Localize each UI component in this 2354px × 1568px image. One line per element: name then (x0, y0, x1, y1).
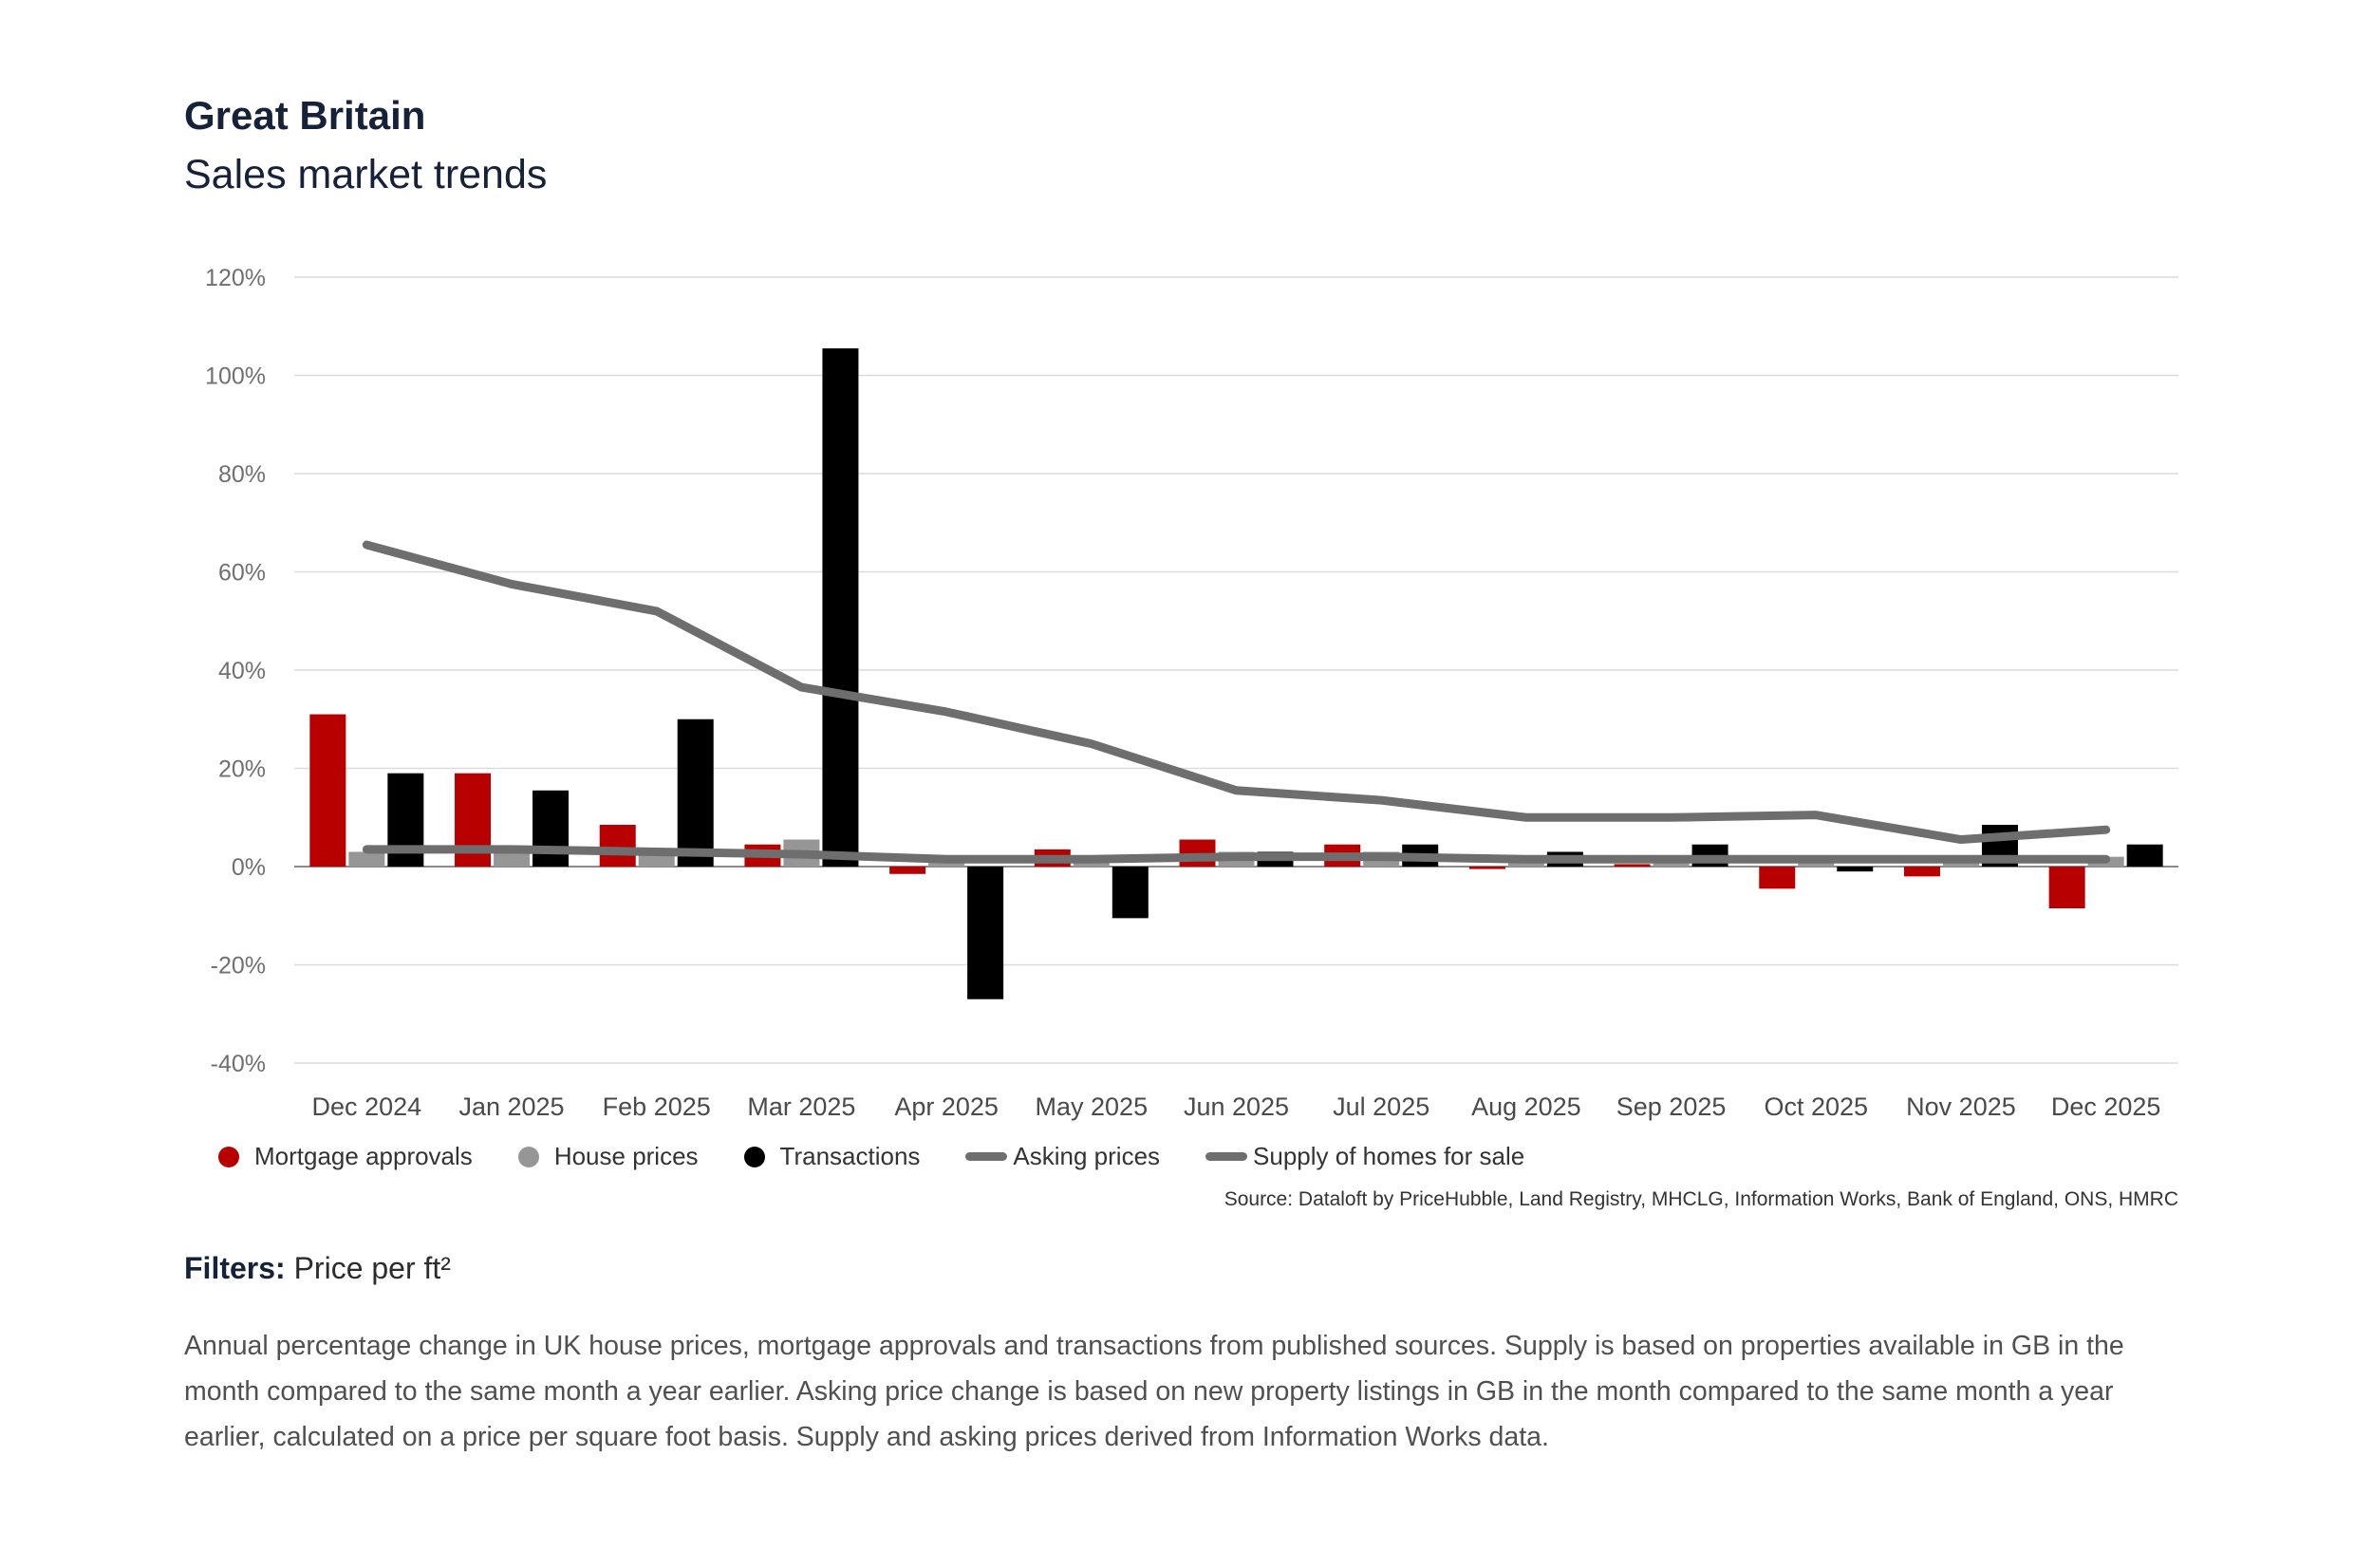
label-layer: 120% 100% 80% 60% 40% 20% 0% -20% -40% Dec 2024 Ja… (205, 265, 2160, 1121)
bar-transactions (2126, 844, 2163, 867)
x-tick-label: Nov 2025 (1906, 1092, 2016, 1121)
legend-swatch-asking-prices (965, 1152, 1008, 1161)
legend-item-supply-of-homes[interactable]: Supply of homes for sale (1205, 1142, 1524, 1171)
y-tick-label: 80% (218, 461, 266, 488)
x-tick-label: Jul 2025 (1333, 1092, 1429, 1121)
y-tick-label: 0% (232, 854, 266, 881)
bar-mortgage-approvals (1903, 867, 1940, 877)
x-tick-label: Feb 2025 (603, 1092, 711, 1121)
legend-label-transactions: Transactions (779, 1142, 921, 1170)
bar-transactions (967, 867, 1004, 999)
legend-swatch-transactions (743, 1146, 765, 1167)
y-tick-label: 100% (205, 364, 266, 390)
x-tick-label: Oct 2025 (1764, 1092, 1868, 1121)
bar-transactions (677, 719, 714, 867)
sales-trends-chart: 120% 100% 80% 60% 40% 20% 0% -20% -40% Dec 2024 Ja… (205, 265, 2178, 1121)
bar-mortgage-approvals (889, 867, 926, 874)
bar-mortgage-approvals (1614, 864, 1651, 867)
bar-transactions (1837, 867, 1874, 872)
y-tick-label: 120% (205, 265, 266, 291)
bar-transactions (532, 790, 570, 867)
line-asking-prices (362, 540, 2111, 845)
x-tick-label: May 2025 (1036, 1092, 1149, 1121)
bar-mortgage-approvals (1468, 867, 1505, 869)
legend-label-mortgage-approvals: Mortgage approvals (254, 1142, 473, 1170)
chart-source: Source: Dataloft by PriceHubble, Land Re… (1224, 1188, 2178, 1210)
legend-item-asking-prices[interactable]: Asking prices (965, 1142, 1160, 1171)
x-tick-label: Sep 2025 (1616, 1092, 1727, 1121)
legend-item-transactions[interactable]: Transactions (743, 1142, 921, 1171)
line-layer (362, 540, 2111, 864)
x-tick-label: Mar 2025 (747, 1092, 855, 1121)
filters-label: Filters: (184, 1251, 286, 1285)
bar-mortgage-approvals (599, 825, 636, 867)
bar-mortgage-approvals (309, 714, 346, 867)
bar-layer (309, 348, 2163, 999)
page-subtitle: Sales market trends (184, 152, 548, 197)
y-tick-label: -40% (211, 1051, 266, 1077)
legend-label-asking-prices: Asking prices (1013, 1142, 1161, 1170)
chart-description: Annual percentage change in UK house pri… (184, 1331, 2124, 1452)
y-tick-label: 40% (218, 658, 266, 684)
line-supply-of-homes-for-sale (362, 845, 2111, 864)
legend-item-house-prices[interactable]: House prices (517, 1142, 699, 1171)
legend-swatch-mortgage-approvals (218, 1146, 239, 1167)
x-tick-label: Jan 2025 (458, 1092, 564, 1121)
bar-transactions (822, 348, 859, 868)
filters-line: Filters: Price per ft² (184, 1251, 451, 1286)
bar-transactions (1112, 867, 1149, 919)
x-tick-label: Dec 2024 (312, 1092, 422, 1121)
x-tick-label: Dec 2025 (2051, 1092, 2161, 1121)
y-tick-label: -20% (211, 953, 266, 980)
legend-label-supply-of-homes: Supply of homes for sale (1253, 1142, 1525, 1170)
x-tick-label: Jun 2025 (1184, 1092, 1289, 1121)
legend-swatch-supply-of-homes (1205, 1152, 1248, 1161)
legend-swatch-house-prices (517, 1146, 539, 1167)
chart-legend: Mortgage approvals House prices Transact… (218, 1142, 1570, 1171)
bar-mortgage-approvals (2048, 867, 2085, 908)
legend-item-mortgage-approvals[interactable]: Mortgage approvals (218, 1142, 473, 1171)
legend-label-house-prices: House prices (553, 1142, 699, 1170)
y-tick-label: 60% (218, 560, 266, 587)
grid-layer (294, 276, 2178, 1064)
bar-mortgage-approvals (1759, 867, 1796, 889)
filters-value: Price per ft² (293, 1251, 451, 1285)
y-tick-label: 20% (218, 756, 266, 783)
page-title: Great Britain (184, 93, 426, 138)
x-tick-label: Apr 2025 (894, 1092, 999, 1121)
bar-house-prices (348, 851, 385, 867)
x-tick-label: Aug 2025 (1471, 1092, 1581, 1121)
